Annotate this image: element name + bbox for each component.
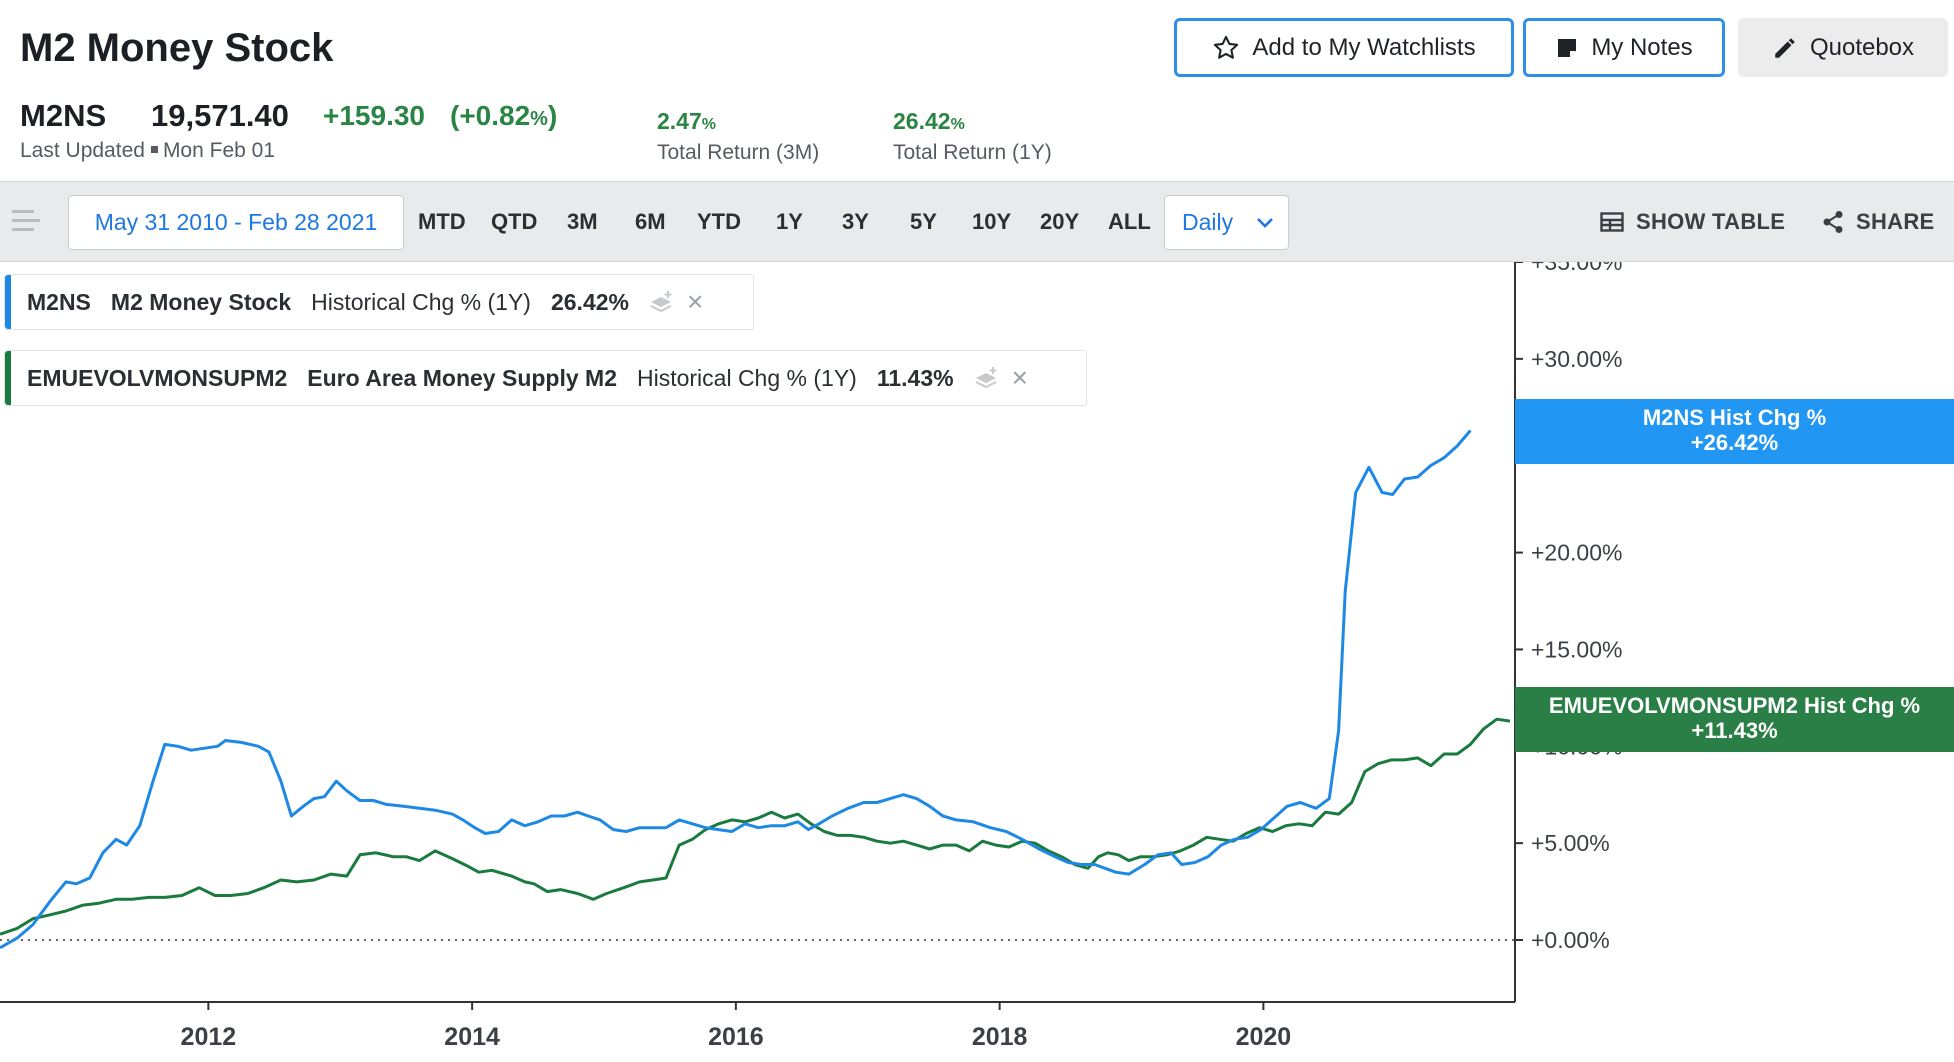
star-icon <box>1214 35 1239 59</box>
line-chart[interactable]: +0.00%+5.00%+10.00%+15.00%+20.00%+25.00%… <box>0 262 1954 1062</box>
range-ytd-button[interactable]: YTD <box>697 209 741 234</box>
table-icon <box>1600 212 1624 232</box>
last-updated-label: Last Updated <box>20 139 145 162</box>
stat-value-unit: % <box>701 116 716 133</box>
stat-value-number: 26.42 <box>893 108 951 134</box>
legend-series-m2ns: M2NS M2 Money Stock Historical Chg % (1Y… <box>4 274 754 330</box>
range-6m-button[interactable]: 6M <box>635 209 666 234</box>
series-line-emuevolvmonsupm2 <box>0 717 1511 936</box>
stat-label: Total Return (3M) <box>657 141 820 164</box>
last-updated-value: Mon Feb 01 <box>162 139 276 162</box>
range-5y-button[interactable]: 5Y <box>910 209 937 234</box>
chevron-down-icon <box>1257 218 1273 228</box>
stat-value-number: 2.47 <box>657 108 702 134</box>
legend-metric: Historical Chg % (1Y) <box>636 364 857 391</box>
quotebox-button-label: Quotebox <box>1809 33 1915 61</box>
stat-total-return-1y: 26.42% Total Return (1Y) <box>893 108 1052 165</box>
x-tick-label: 2014 <box>444 1023 500 1051</box>
last-updated: Last Updated Mon Feb 01 <box>20 139 275 163</box>
change-pct-close: ) <box>547 100 558 131</box>
m2ns-last-value-tag: M2NS Hist Chg % +26.42% <box>1515 399 1954 464</box>
legend-series-emuevolvmonsupm2: EMUEVOLVMONSUPM2 Euro Area Money Supply … <box>4 350 1087 406</box>
stat-value: 2.47% <box>657 108 819 135</box>
y-tick-label: +5.00% <box>1531 830 1610 856</box>
x-tick-label: 2016 <box>708 1023 764 1051</box>
pencil-icon <box>1775 37 1795 58</box>
tag-series-value: +26.42% <box>1690 430 1779 455</box>
range-10y-button[interactable]: 10Y <box>972 209 1012 234</box>
range-mtd-button[interactable]: MTD <box>418 209 466 234</box>
range-3y-button[interactable]: 3Y <box>842 209 869 234</box>
range-20y-button[interactable]: 20Y <box>1040 209 1080 234</box>
legend-symbol: EMUEVOLVMONSUPM2 <box>27 364 288 391</box>
legend-value: 11.43% <box>876 364 954 391</box>
share-icon <box>1823 211 1843 233</box>
series-line-m2ns <box>0 429 1472 950</box>
change-pct-open: (+0.82 <box>450 100 531 131</box>
ticker-symbol: M2NS <box>20 98 107 133</box>
tag-series-label: M2NS Hist Chg % <box>1642 405 1827 430</box>
separator-dot-icon <box>150 146 158 154</box>
y-tick-label: +15.00% <box>1531 636 1622 662</box>
x-tick-label: 2018 <box>972 1023 1028 1051</box>
range-qtd-button[interactable]: QTD <box>491 209 538 234</box>
legend-metric: Historical Chg % (1Y) <box>311 288 531 315</box>
series-color-bar <box>5 351 11 405</box>
remove-series-icon[interactable]: × <box>686 286 704 317</box>
chart-toolbar: May 31 2010 - Feb 28 2021 MTD QTD 3M 6M … <box>0 181 1954 262</box>
interval-value: Daily <box>1182 209 1234 235</box>
note-icon <box>1558 38 1577 57</box>
range-all-button[interactable]: ALL <box>1108 209 1151 234</box>
y-tick-label: +35.00% <box>1531 262 1622 275</box>
share-button[interactable]: SHARE <box>1822 209 1935 235</box>
notes-button-label: My Notes <box>1591 33 1693 61</box>
last-price: 19,571.40 <box>151 98 289 133</box>
y-tick-label: +0.00% <box>1531 927 1610 953</box>
range-3m-button[interactable]: 3M <box>567 209 598 234</box>
add-layer-icon[interactable] <box>974 365 1000 391</box>
quotebox-button[interactable]: Quotebox <box>1738 18 1948 77</box>
my-notes-button[interactable]: My Notes <box>1523 18 1725 77</box>
legend-symbol: M2NS <box>27 288 91 315</box>
add-to-watchlist-button[interactable]: Add to My Watchlists <box>1174 18 1514 77</box>
page-title: M2 Money Stock <box>20 26 334 70</box>
show-table-label: SHOW TABLE <box>1636 209 1786 234</box>
legend-name: M2 Money Stock <box>110 288 292 315</box>
legend-value: 26.42% <box>550 288 629 315</box>
y-tick-label: +30.00% <box>1531 346 1622 372</box>
add-layer-icon[interactable] <box>649 289 675 315</box>
share-label: SHARE <box>1856 209 1935 234</box>
price-change-percent: (+0.82%) <box>450 100 557 132</box>
stat-label: Total Return (1Y) <box>893 141 1052 164</box>
stat-value-unit: % <box>950 116 965 133</box>
x-tick-label: 2012 <box>181 1023 237 1051</box>
price-change: +159.30 <box>323 100 425 131</box>
y-tick-label: +20.00% <box>1531 540 1622 566</box>
interval-select[interactable]: Daily <box>1164 195 1289 250</box>
show-table-button[interactable]: SHOW TABLE <box>1600 209 1785 235</box>
tag-series-value: +11.43% <box>1691 718 1778 743</box>
x-tick-label: 2020 <box>1236 1023 1292 1051</box>
watchlist-button-label: Add to My Watchlists <box>1252 33 1476 61</box>
change-pct-sign: % <box>530 108 548 130</box>
collapse-panel-icon[interactable] <box>10 204 44 238</box>
stat-value: 26.42% <box>893 108 1052 135</box>
range-1y-button[interactable]: 1Y <box>776 209 803 234</box>
tag-series-label: EMUEVOLVMONSUPM2 Hist Chg % <box>1548 693 1921 718</box>
emu-last-value-tag: EMUEVOLVMONSUPM2 Hist Chg % +11.43% <box>1515 687 1954 752</box>
remove-series-icon[interactable]: × <box>1011 362 1028 393</box>
stat-total-return-3m: 2.47% Total Return (3M) <box>657 108 819 165</box>
series-color-bar <box>5 275 11 329</box>
date-range-picker[interactable]: May 31 2010 - Feb 28 2021 <box>68 195 404 250</box>
legend-name: Euro Area Money Supply M2 <box>307 364 617 391</box>
